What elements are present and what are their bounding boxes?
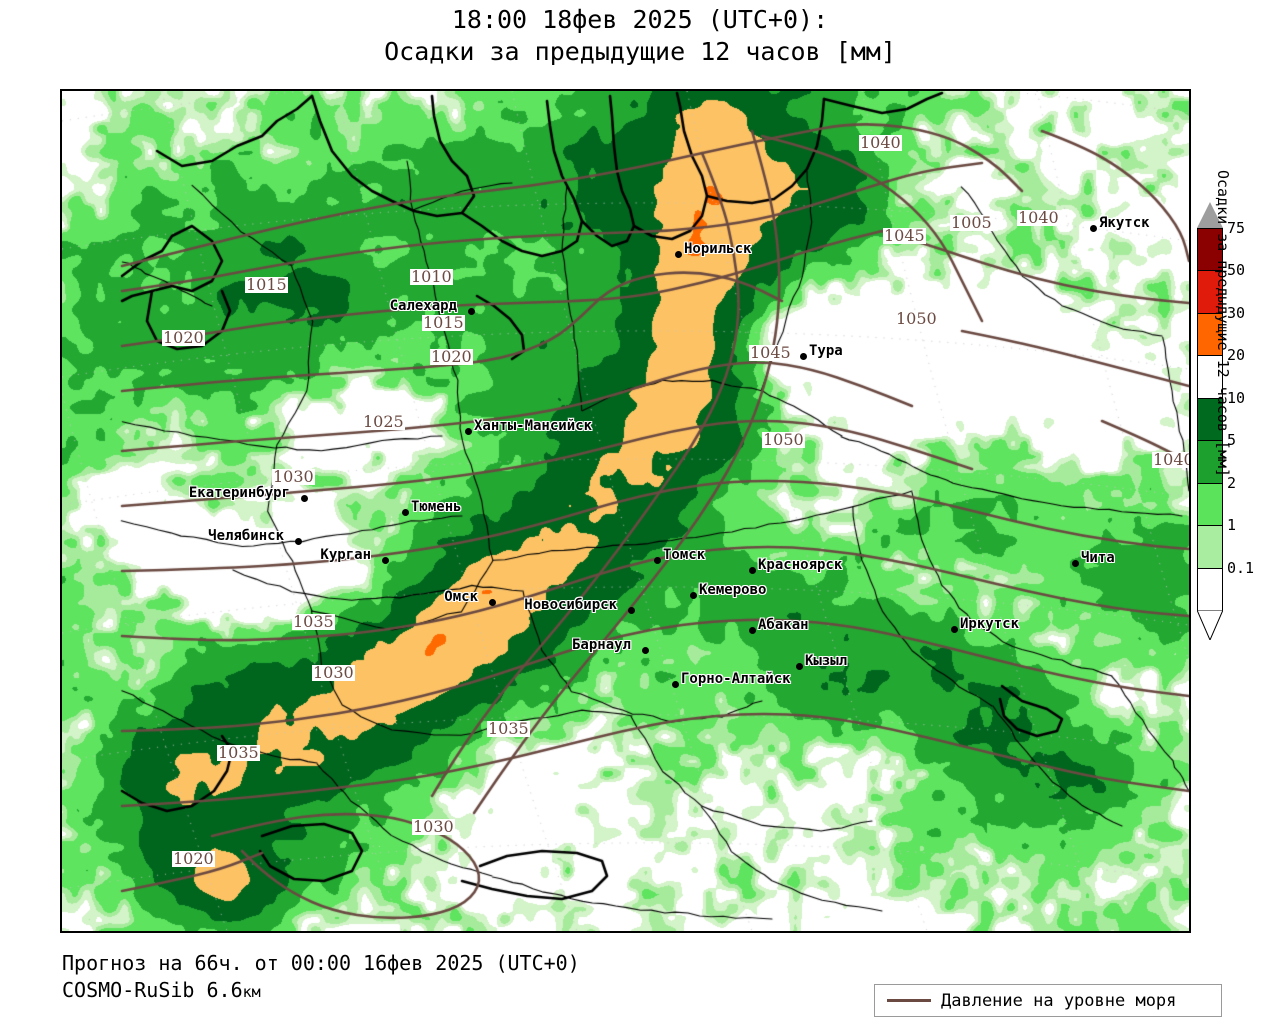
colorbar-tick-label: 75 [1227,219,1246,237]
colorbar-segment [1198,271,1222,314]
isobar-label: 1045 [883,226,926,245]
isobar-label: 1030 [272,467,315,486]
colorbar-segment [1198,229,1222,272]
isobar-label: 1030 [412,817,455,836]
isobar-label: 1005 [950,213,993,232]
isobar-label: 1020 [162,328,205,347]
colorbar-over-arrow [1197,202,1223,228]
isobar-label: 1010 [410,267,453,286]
isobar-label: 1015 [422,313,465,332]
precipitation-colorbar: 75 50 30 20 10 5 2 1 0.1 [1197,202,1254,640]
colorbar-tick-label: 2 [1227,473,1237,492]
colorbar-axis-label: Осадки за предыдущие 12 часов [мм] [1214,170,1232,478]
model-unit: км [242,983,261,1001]
isobar-label: 1050 [895,309,938,328]
colorbar-tick-label: 30 [1227,303,1246,322]
title-valid-time: 18:00 18фев 2025 (UTC+0): [451,5,829,34]
isobar-label: 1050 [762,430,805,449]
isobar-label: 1035 [487,719,530,738]
isobar-label: 1030 [312,663,355,682]
isobar-label: 1020 [172,849,215,868]
weather-map[interactable]: Якутск Норильск Салехард Тура Ханты-Мансийск… [60,89,1191,933]
pressure-legend-label: Давление на уровне моря [941,990,1177,1011]
isobar-label: 1040 [1017,208,1060,227]
chart-title: 18:00 18фев 2025 (UTC+0): Осадки за пред… [0,4,1280,68]
colorbar-tick-label: 10 [1227,388,1246,407]
isobar-label: 1025 [362,412,405,431]
colorbar-tick-label: 20 [1227,346,1246,365]
colorbar-segment [1198,483,1222,527]
footer-block: Прогноз на 66ч. от 00:00 16фев 2025 (UTC… [62,950,580,1006]
colorbar-tick-label: 5 [1227,431,1237,450]
colorbar-under-arrow [1197,610,1223,640]
colorbar-segment [1198,526,1222,569]
colorbar-segment [1198,441,1222,484]
colorbar-segments [1197,228,1223,611]
pressure-line-swatch [887,999,931,1002]
colorbar-tick-label: 50 [1227,261,1246,280]
model-label: COSMO-RuSib 6.6 [62,978,243,1002]
pressure-legend: Давление на уровне моря [874,984,1222,1017]
isobar-label: 1035 [217,743,260,762]
colorbar-tick-label: 1 [1227,516,1237,535]
isobar-label: 1015 [245,275,288,294]
isobar-label: 1040 [859,133,902,152]
isobar-label: 1020 [430,347,473,366]
isobar-label: 1040 [1152,452,1189,468]
title-variable: Осадки за предыдущие 12 часов [мм] [384,37,896,66]
isobar-label: 1045 [749,343,792,362]
colorbar-segment [1198,568,1222,611]
colorbar-segment [1198,398,1222,442]
colorbar-segment [1198,313,1222,357]
colorbar-segment [1198,356,1222,399]
colorbar-tick-label: 0.1 [1227,558,1255,577]
precipitation-raster [62,91,1189,931]
model-name: COSMO-RuSib 6.6км [62,977,580,1006]
forecast-run-info: Прогноз на 66ч. от 00:00 16фев 2025 (UTC… [62,951,580,975]
isobar-label: 1035 [292,612,335,631]
